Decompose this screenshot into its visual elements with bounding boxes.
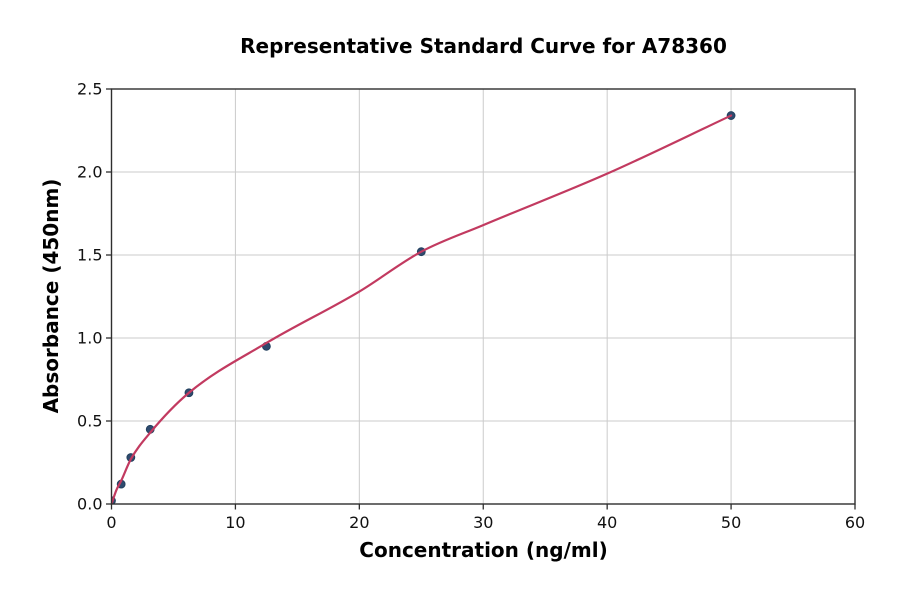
y-tick-label: 1.5 — [77, 246, 102, 265]
x-tick-label: 0 — [106, 513, 116, 532]
chart-title: Representative Standard Curve for A78360 — [240, 34, 727, 58]
fit-curve — [111, 114, 733, 504]
x-tick-label: 10 — [225, 513, 245, 532]
x-tick-label: 30 — [473, 513, 493, 532]
y-tick-label: 0.0 — [77, 495, 102, 514]
x-tick-label: 60 — [845, 513, 865, 532]
x-tick-label: 50 — [721, 513, 741, 532]
plot-border — [110, 88, 856, 505]
y-tick-label: 2.5 — [77, 80, 102, 99]
x-axis-label: Concentration (ng/ml) — [359, 538, 608, 562]
y-tick-label: 2.0 — [77, 163, 102, 182]
y-tick-label: 1.0 — [77, 329, 102, 348]
y-tick-label: 0.5 — [77, 412, 102, 431]
x-tick-label: 20 — [349, 513, 369, 532]
x-tick-label: 40 — [597, 513, 617, 532]
